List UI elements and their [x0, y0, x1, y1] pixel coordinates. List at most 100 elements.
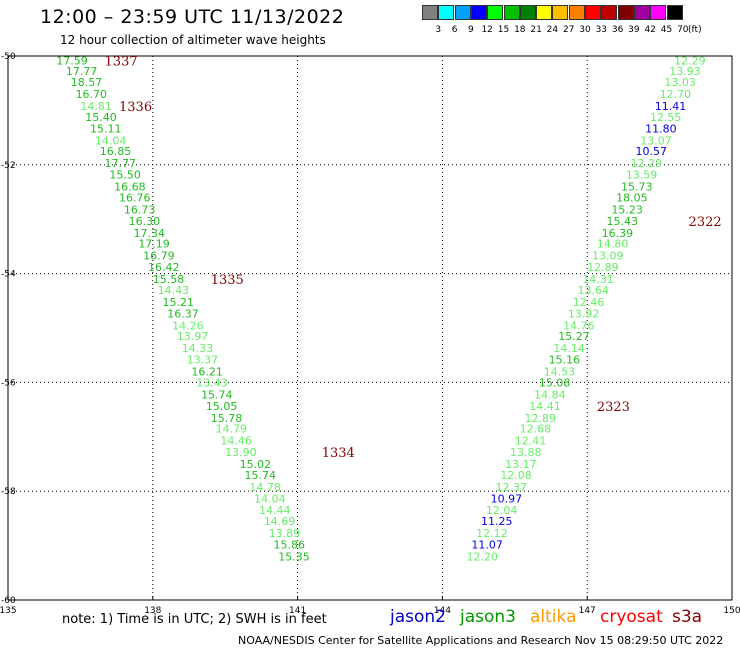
- swh-value: 13.59: [626, 169, 658, 182]
- swh-value: 13.92: [568, 307, 600, 320]
- satellite-legend-jason2: jason2: [390, 607, 446, 627]
- footnote: note: 1) Time is in UTC; 2) SWH is in fe…: [62, 612, 327, 627]
- swh-value: 14.53: [544, 366, 576, 379]
- swh-value: 14.81: [80, 100, 112, 113]
- color-legend-label: 21: [530, 25, 542, 35]
- swh-value: 16.42: [148, 261, 180, 274]
- x-tick-label: 144: [434, 606, 451, 616]
- satellite-legend-cryosat: cryosat: [600, 607, 663, 627]
- swh-value: 13.17: [505, 458, 537, 471]
- swh-value: 11.41: [655, 100, 687, 113]
- color-swatch: [536, 5, 553, 20]
- swh-value: 13.43: [196, 376, 228, 389]
- y-tick-label: -60: [1, 596, 16, 606]
- color-legend-label: 30: [579, 25, 591, 35]
- swh-value: 12.04: [486, 504, 517, 517]
- swh-value: 17.34: [133, 227, 165, 240]
- swh-value: 13.97: [177, 330, 209, 343]
- color-legend-label: 9: [468, 25, 474, 35]
- swh-value: 14.80: [597, 238, 629, 251]
- y-tick-label: -52: [1, 161, 16, 171]
- swh-value: 15.16: [549, 354, 581, 367]
- y-tick-label: -56: [1, 378, 16, 388]
- swh-value: 16.68: [114, 181, 146, 194]
- swh-value: 12.46: [573, 296, 605, 309]
- swh-value: 10.57: [635, 145, 667, 158]
- swh-value: 17.19: [138, 238, 170, 251]
- x-tick-label: 135: [0, 606, 17, 616]
- swh-value: 14.78: [249, 481, 280, 494]
- swh-value: 11.07: [471, 539, 503, 552]
- color-swatch: [601, 5, 618, 20]
- color-legend-label: 3: [435, 25, 442, 35]
- swh-value: 15.08: [539, 376, 571, 389]
- color-legend-label: 15: [497, 25, 510, 35]
- color-legend-label: 24: [546, 25, 559, 35]
- swh-value: 16.73: [124, 203, 156, 216]
- swh-value: 15.05: [206, 400, 238, 413]
- satellite-legend-altika: altika: [530, 607, 577, 627]
- swh-value: 16.76: [119, 191, 151, 204]
- color-legend-label: 45: [660, 25, 673, 35]
- x-tick-label: 150: [723, 606, 740, 616]
- swh-value: 12.55: [650, 111, 682, 124]
- pass-number-label: 1336: [119, 100, 152, 115]
- swh-value: 14.44: [259, 504, 291, 517]
- chart-subtitle: 12 hour collection of altimeter wave hei…: [60, 33, 326, 47]
- color-swatch: [666, 5, 683, 20]
- swh-value: 12.20: [467, 550, 499, 563]
- swh-value: 12.68: [520, 423, 552, 436]
- color-swatch: [438, 5, 455, 20]
- swh-value: 15.02: [240, 458, 272, 471]
- color-legend-label: 33: [595, 25, 608, 35]
- swh-value: 13.90: [225, 446, 257, 459]
- x-tick-label: 147: [579, 606, 596, 616]
- swh-value: 13.64: [578, 284, 610, 297]
- swh-value: 13.93: [669, 65, 701, 78]
- y-tick-label: -54: [1, 270, 16, 280]
- swh-value: 15.86: [273, 539, 305, 552]
- swh-value: 15.27: [558, 330, 590, 343]
- x-tick-label: 141: [289, 606, 306, 616]
- swh-value: 11.25: [481, 515, 512, 528]
- swh-value: 13.07: [640, 134, 672, 147]
- swh-value: 14.69: [264, 515, 296, 528]
- pass-number-label: 2322: [689, 215, 722, 230]
- swh-value: 12.12: [476, 527, 508, 540]
- color-legend-label: 42: [644, 25, 656, 35]
- swh-value: 14.04: [254, 492, 286, 505]
- swh-value: 14.84: [534, 388, 566, 401]
- swh-value: 14.79: [216, 423, 248, 436]
- swh-value: 15.78: [211, 412, 243, 425]
- swh-value: 15.43: [607, 215, 639, 228]
- color-legend-label: 12: [481, 25, 493, 35]
- swh-value: 18.05: [616, 191, 648, 204]
- y-tick-label: -50: [1, 52, 16, 62]
- page-title: 12:00 – 23:59 UTC 11/13/2022: [40, 6, 345, 28]
- swh-value: 16.79: [143, 250, 175, 263]
- color-legend-label: 39: [628, 25, 640, 35]
- swh-value: 13.09: [592, 250, 624, 263]
- swh-value: 11.80: [645, 122, 677, 135]
- swh-value: 17.77: [66, 65, 98, 78]
- swh-value: 15.35: [278, 550, 310, 563]
- swh-value: 14.14: [553, 342, 585, 355]
- swh-value: 16.70: [76, 88, 108, 101]
- swh-value: 14.33: [182, 342, 214, 355]
- swh-value: 13.37: [187, 354, 219, 367]
- swh-value: 15.74: [245, 469, 276, 482]
- swh-value: 14.41: [529, 400, 561, 413]
- color-swatch: [503, 5, 520, 20]
- pass-number-label: 1335: [211, 273, 244, 288]
- credit-line: NOAA/NESDIS Center for Satellite Applica…: [238, 634, 724, 647]
- color-swatch: [650, 5, 667, 20]
- swh-value: 12.89: [587, 261, 619, 274]
- color-legend-label: 70: [677, 25, 689, 35]
- swh-value: 15.11: [90, 122, 122, 135]
- color-swatch: [568, 5, 585, 20]
- color-swatch: [633, 5, 650, 20]
- satellite-legend-s3a: s3a: [672, 607, 703, 627]
- swh-value: 12.29: [674, 54, 706, 67]
- swh-value: 14.26: [172, 319, 204, 332]
